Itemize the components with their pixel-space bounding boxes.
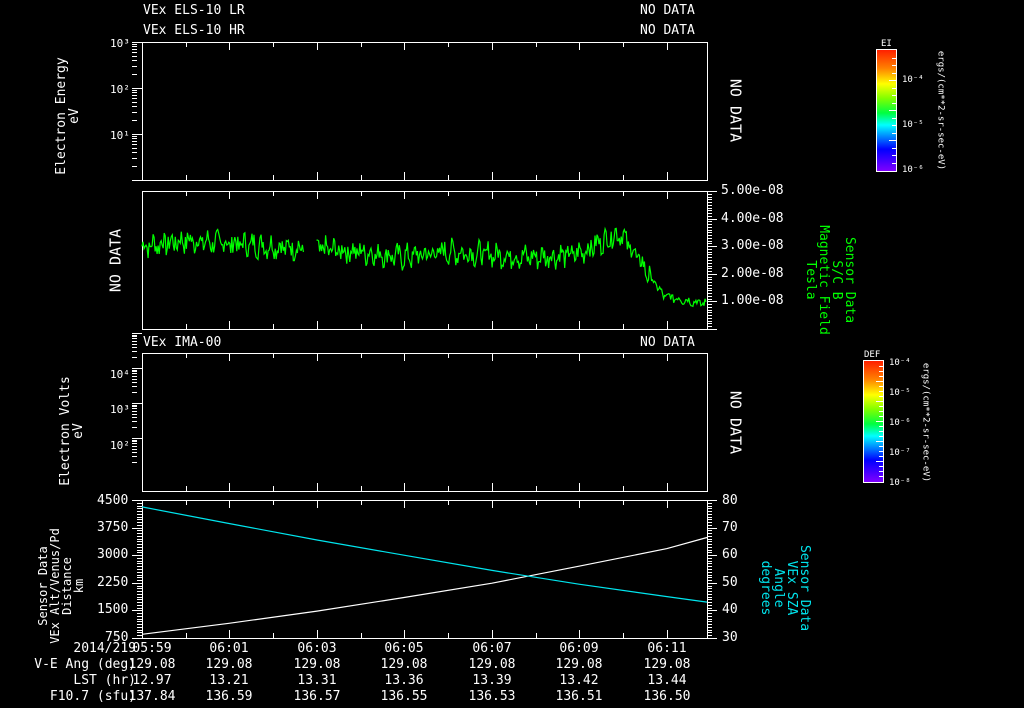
footer-f107: 136.57 (293, 689, 341, 704)
footer-ve-ang: 129.08 (205, 657, 253, 672)
panel4-rtick-60: 60 (722, 547, 738, 562)
footer-lst: 13.21 (209, 673, 249, 688)
footer-f107: 136.55 (380, 689, 428, 704)
footer-lst: 13.39 (472, 673, 512, 688)
panel1-title-lr: VEx ELS-10 LR (143, 3, 245, 18)
footer-time: 06:09 (559, 641, 599, 656)
panel4-ytick-1500: 1500 (97, 602, 129, 617)
panel1-status-lr: NO DATA (640, 3, 695, 18)
panel3-ytick-100: 10² (110, 439, 130, 452)
panel3-title: VEx IMA-00 (143, 335, 222, 350)
footer-time: 06:05 (384, 641, 424, 656)
footer-col-5: 06:09 129.08 13.42 136.51 (549, 641, 609, 705)
panel1-ytick-1000: 10³ (110, 37, 130, 50)
panel4-rtick-80: 80 (722, 493, 738, 508)
footer-ve-ang: 129.08 (468, 657, 516, 672)
footer-label-date: 2014/219 (73, 641, 136, 656)
panel2-ytick-4e-08: 4.00e-08 (721, 211, 784, 226)
panel1-status-hr: NO DATA (640, 23, 695, 38)
panel4-ytick-3750: 3750 (97, 520, 129, 535)
footer-label-ve-ang: V-E Ang (deg) (34, 657, 136, 672)
footer-ve-ang: 129.08 (643, 657, 691, 672)
footer-col-6: 06:11 129.08 13.44 136.50 (637, 641, 697, 705)
colorbar1-tick-1: 10⁻⁴ (902, 75, 924, 85)
colorbar1-tick-3: 10⁻⁶ (902, 165, 924, 175)
footer-ve-ang: 129.08 (555, 657, 603, 672)
footer-f107: 136.53 (468, 689, 516, 704)
colorbar2-tick-5: 10⁻⁸ (889, 478, 911, 488)
footer-label-lst: LST (hr) (73, 673, 136, 688)
panel1-ytick-100: 10² (110, 83, 130, 96)
footer-col-4: 06:07 129.08 13.39 136.53 (462, 641, 522, 705)
colorbar1-title: EI (881, 39, 892, 49)
footer-col-1: 06:01 129.08 13.21 136.59 (199, 641, 259, 705)
magnetic-field-trace (141, 228, 304, 262)
panel3-ytick-1000: 10³ (110, 403, 130, 416)
panel4-rtick-50: 50 (722, 575, 738, 590)
colorbar2-tick-4: 10⁻⁷ (889, 448, 911, 458)
panel4-ytick-750: 750 (105, 630, 129, 645)
footer-f107: 136.59 (205, 689, 253, 704)
panel4-ytick-2250: 2250 (97, 575, 129, 590)
panel4-rtick-40: 40 (722, 602, 738, 617)
panel1-title-hr: VEx ELS-10 HR (143, 23, 245, 38)
footer-time: 06:11 (647, 641, 687, 656)
sza-trace (141, 506, 708, 603)
panel2-ytick-3e-08: 3.00e-08 (721, 238, 784, 253)
colorbar2-tick-1: 10⁻⁴ (889, 358, 911, 368)
footer-time: 06:07 (472, 641, 512, 656)
footer-time: 06:01 (209, 641, 249, 656)
footer-lst: 13.31 (297, 673, 337, 688)
panel2-ytick-2e-08: 2.00e-08 (721, 266, 784, 281)
footer-time: 05:59 (132, 641, 172, 656)
footer-col-2: 06:03 129.08 13.31 136.57 (287, 641, 347, 705)
footer-lst: 13.42 (559, 673, 599, 688)
colorbar2 (863, 360, 884, 483)
footer-f107: 137.84 (128, 689, 176, 704)
panel4-rtick-70: 70 (722, 520, 738, 535)
footer-lst: 12.97 (132, 673, 172, 688)
footer-ve-ang: 129.08 (128, 657, 176, 672)
footer-col-0: 05:59 129.08 12.97 137.84 (122, 641, 182, 705)
footer-lst: 13.44 (647, 673, 687, 688)
footer-f107: 136.51 (555, 689, 603, 704)
footer-time: 06:03 (297, 641, 337, 656)
panel4-ytick-4500: 4500 (97, 493, 129, 508)
panel1-ytick-10: 10¹ (110, 129, 130, 142)
footer-lst: 13.36 (384, 673, 424, 688)
panel3-ytick-10000: 10⁴ (110, 368, 130, 381)
panel3-status: NO DATA (640, 335, 695, 350)
footer-f107: 136.50 (643, 689, 691, 704)
colorbar1 (876, 49, 897, 172)
panel2-ytick-1e-08: 1.00e-08 (721, 293, 784, 308)
colorbar2-tick-3: 10⁻⁶ (889, 418, 911, 428)
footer-col-3: 06:05 129.08 13.36 136.55 (374, 641, 434, 705)
footer-ve-ang: 129.08 (293, 657, 341, 672)
altitude-trace (141, 536, 708, 635)
panel2-ytick-5e-08: 5.00e-08 (721, 183, 784, 198)
footer-row-labels: 2014/219 V-E Ang (deg) LST (hr) F10.7 (s… (0, 641, 136, 705)
colorbar2-title: DEF (864, 350, 881, 360)
footer-label-f107: F10.7 (sfu) (49, 689, 136, 704)
footer-ve-ang: 129.08 (380, 657, 428, 672)
panel4-ytick-3000: 3000 (97, 547, 129, 562)
panel4-rtick-30: 30 (722, 630, 738, 645)
magnetic-field-trace-2 (316, 226, 707, 308)
colorbar2-tick-2: 10⁻⁵ (889, 388, 911, 398)
colorbar1-tick-2: 10⁻⁵ (902, 120, 924, 130)
